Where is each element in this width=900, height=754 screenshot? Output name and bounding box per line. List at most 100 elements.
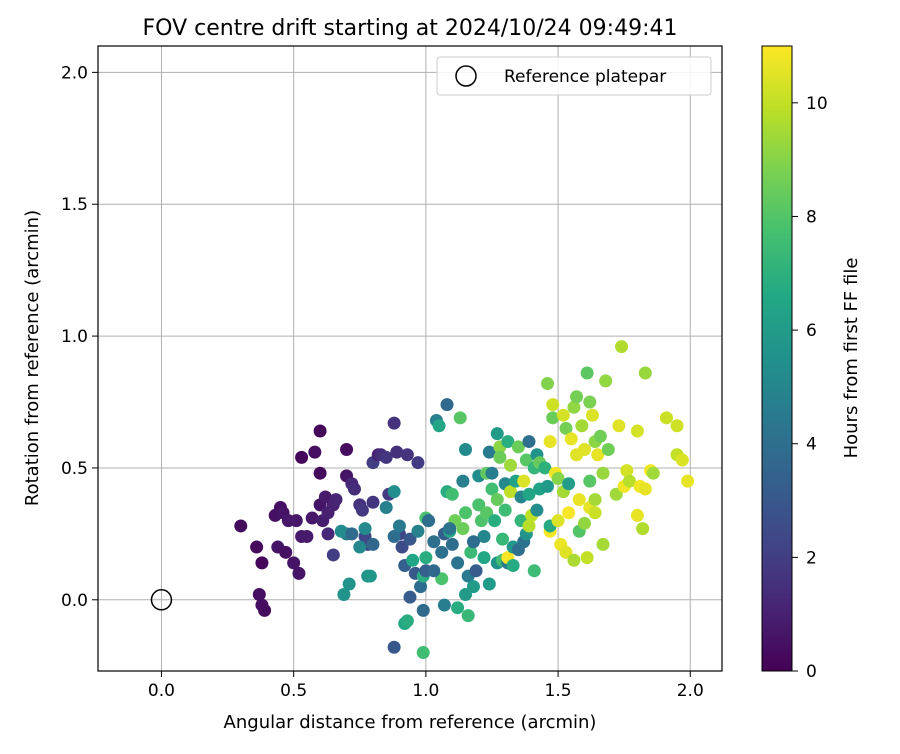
data-point xyxy=(551,471,565,485)
data-point xyxy=(527,564,541,578)
data-point xyxy=(342,577,356,591)
data-point xyxy=(387,416,401,430)
data-point xyxy=(583,474,597,488)
legend-marker-icon xyxy=(455,65,477,87)
data-point xyxy=(366,495,380,509)
data-point xyxy=(570,390,584,404)
data-point xyxy=(432,419,446,433)
data-point xyxy=(437,598,451,612)
data-point xyxy=(609,487,623,501)
data-point xyxy=(638,482,652,496)
data-point xyxy=(659,411,673,425)
data-point xyxy=(485,466,499,480)
data-point xyxy=(252,588,266,602)
data-point xyxy=(313,466,327,480)
data-point xyxy=(519,453,533,467)
data-point xyxy=(400,614,414,628)
data-point xyxy=(435,572,449,586)
data-point xyxy=(503,485,517,499)
data-point xyxy=(287,556,301,570)
data-point xyxy=(506,559,520,573)
data-point xyxy=(305,511,319,525)
colorbar-tick-label: 0 xyxy=(806,662,817,682)
data-point xyxy=(575,419,589,433)
data-point xyxy=(403,590,417,604)
colorbar-tick-label: 2 xyxy=(806,548,817,568)
data-point xyxy=(353,540,367,554)
data-point xyxy=(340,442,354,456)
data-point xyxy=(630,424,644,438)
data-point xyxy=(559,545,573,559)
y-tick-label: 2.0 xyxy=(61,63,88,83)
data-point xyxy=(583,395,597,409)
legend-entry-label: Reference platepar xyxy=(504,67,666,87)
data-point xyxy=(395,540,409,554)
data-point xyxy=(289,514,303,528)
data-point xyxy=(670,419,684,433)
data-point xyxy=(416,646,430,660)
colorbar-tick-label: 4 xyxy=(806,435,817,455)
data-point xyxy=(451,556,465,570)
data-point xyxy=(543,435,557,449)
data-point xyxy=(292,566,306,580)
data-point xyxy=(427,564,441,578)
colorbar xyxy=(761,45,793,672)
data-point xyxy=(630,508,644,522)
data-point xyxy=(588,493,602,507)
data-point xyxy=(466,535,480,549)
data-point xyxy=(406,553,420,567)
data-point xyxy=(387,640,401,654)
data-point xyxy=(379,500,393,514)
data-point xyxy=(480,506,494,520)
data-point xyxy=(559,421,573,435)
data-point xyxy=(522,435,536,449)
data-point xyxy=(459,588,473,602)
data-point xyxy=(443,522,457,536)
data-point xyxy=(453,411,467,425)
data-points xyxy=(234,340,695,660)
data-point xyxy=(414,580,428,594)
data-point xyxy=(540,479,554,493)
data-point xyxy=(580,551,594,565)
data-point xyxy=(466,580,480,594)
y-axis-label: Rotation from reference (arcmin) xyxy=(22,210,43,506)
data-point xyxy=(419,551,433,565)
data-point xyxy=(675,453,689,467)
data-point xyxy=(279,545,293,559)
colorbar-tick-label: 8 xyxy=(806,207,817,227)
data-point xyxy=(503,458,517,472)
data-point xyxy=(572,493,586,507)
data-point xyxy=(416,603,430,617)
data-point xyxy=(440,398,454,412)
data-point xyxy=(596,537,610,551)
colorbar-ticks: 0 2 4 6 8 10 xyxy=(792,94,828,682)
legend-box xyxy=(436,56,712,96)
data-point xyxy=(255,556,269,570)
reference-marker-group xyxy=(150,589,173,611)
data-point xyxy=(612,419,626,433)
data-point xyxy=(498,503,512,517)
data-point xyxy=(477,530,491,544)
colorbar-label: Hours from first FF file xyxy=(841,258,862,459)
data-point xyxy=(620,464,634,478)
data-point xyxy=(358,522,372,536)
data-point xyxy=(556,408,570,422)
x-tick-label: 1.5 xyxy=(545,681,572,701)
data-point xyxy=(601,442,615,456)
data-point xyxy=(496,532,510,546)
data-point xyxy=(482,577,496,591)
data-point xyxy=(472,498,486,512)
y-tick-label: 1.0 xyxy=(61,327,88,347)
x-tick-label: 1.0 xyxy=(412,681,439,701)
data-point xyxy=(422,514,436,528)
data-point xyxy=(334,524,348,538)
data-point xyxy=(578,442,592,456)
data-point xyxy=(379,450,393,464)
data-point xyxy=(493,450,507,464)
data-point xyxy=(456,522,470,536)
data-point xyxy=(427,535,441,549)
data-point xyxy=(636,522,650,536)
data-point xyxy=(234,519,248,533)
data-point xyxy=(596,466,610,480)
data-point xyxy=(490,427,504,441)
